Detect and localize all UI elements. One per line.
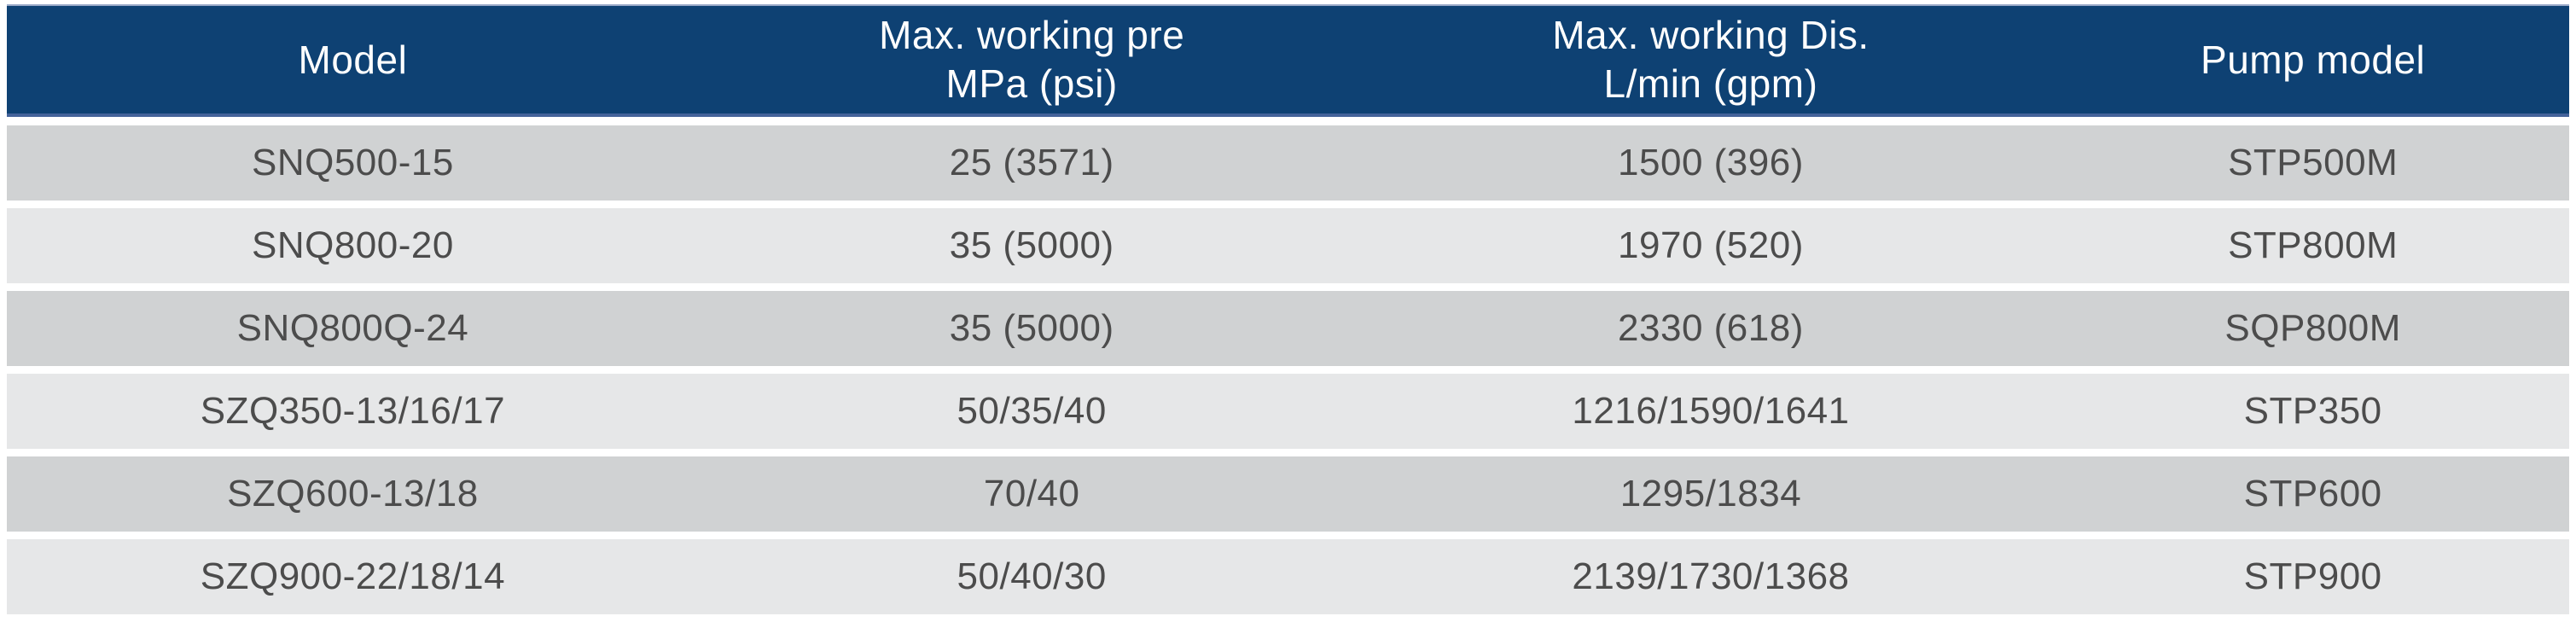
table-cell: 1500 (396) — [1618, 142, 1804, 183]
table-row: SZQ900-22/18/14 50/40/30 2139/1730/1368 STP… — [7, 539, 2569, 614]
table-cell: 1970 (520) — [1618, 224, 1804, 266]
table-cell: 35 (5000) — [949, 307, 1114, 349]
table-header-row: Model Max. working pre MPa (psi) Max. wo… — [7, 4, 2569, 117]
table-cell: 1295/1834 — [1619, 473, 1802, 514]
table-body: SNQ500-15 25 (3571) 1500 (396) STP500M SNQ80… — [7, 125, 2569, 614]
table-cell: 50/40/30 — [957, 555, 1107, 597]
table-cell: SZQ350-13/16/17 — [200, 390, 506, 432]
column-header-max-working-discharge: Max. working Dis. L/min (gpm) — [1365, 11, 2057, 108]
table-cell: STP900 — [2243, 555, 2382, 597]
pump-spec-table: Model Max. working pre MPa (psi) Max. wo… — [7, 4, 2569, 614]
table-cell: SZQ600-13/18 — [227, 473, 479, 514]
table-cell: 1216/1590/1641 — [1572, 390, 1850, 432]
table-row: SZQ350-13/16/17 50/35/40 1216/1590/1641 STP… — [7, 374, 2569, 449]
table-cell: STP350 — [2243, 390, 2382, 432]
table-cell: SQP800M — [2224, 307, 2401, 349]
column-header-label: Max. working Dis. — [1552, 13, 1869, 57]
column-header-subline: MPa (psi) — [945, 61, 1118, 106]
table-cell: 2330 (618) — [1618, 307, 1804, 349]
table-cell: STP600 — [2243, 473, 2382, 514]
column-header-label: Model — [298, 37, 408, 82]
column-header-label: Pump model — [2201, 37, 2426, 82]
table-cell: STP500M — [2228, 142, 2399, 183]
table-cell: 35 (5000) — [949, 224, 1114, 266]
table-row: SNQ500-15 25 (3571) 1500 (396) STP500M — [7, 125, 2569, 201]
table-cell: SNQ800-20 — [251, 224, 454, 266]
table-cell: 70/40 — [983, 473, 1080, 514]
column-header-pump-model: Pump model — [2056, 36, 2569, 84]
table-cell: SZQ900-22/18/14 — [200, 555, 506, 597]
column-header-model: Model — [7, 36, 699, 84]
table-row: SZQ600-13/18 70/40 1295/1834 STP600 — [7, 456, 2569, 532]
column-header-subline: L/min (gpm) — [1603, 61, 1818, 106]
table-cell: SNQ800Q-24 — [236, 307, 469, 349]
column-header-max-working-pressure: Max. working pre MPa (psi) — [699, 11, 1365, 108]
table-row: SNQ800-20 35 (5000) 1970 (520) STP800M — [7, 208, 2569, 283]
column-header-label: Max. working pre — [879, 13, 1185, 57]
table-cell: 2139/1730/1368 — [1572, 555, 1850, 597]
table-row: SNQ800Q-24 35 (5000) 2330 (618) SQP800M — [7, 291, 2569, 366]
table-cell: STP800M — [2228, 224, 2399, 266]
table-cell: 25 (3571) — [949, 142, 1114, 183]
table-cell: 50/35/40 — [957, 390, 1107, 432]
table-cell: SNQ500-15 — [251, 142, 454, 183]
